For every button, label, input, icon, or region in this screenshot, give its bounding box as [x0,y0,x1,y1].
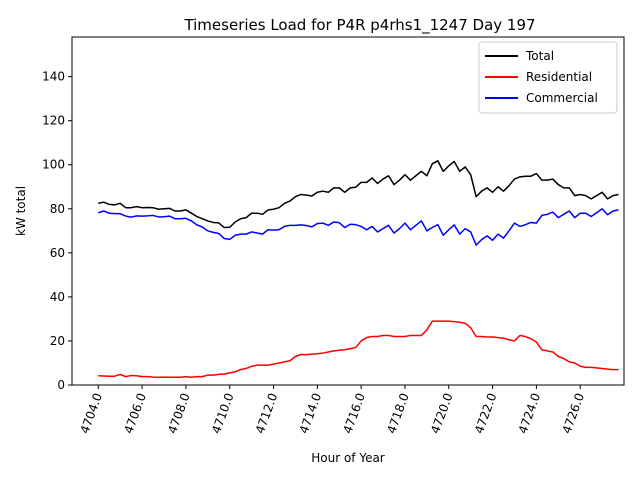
y-tick-label: 20 [50,334,65,348]
legend: Total Residential Commercial [478,41,618,114]
y-tick-label: 60 [50,246,65,260]
series-line-commercial [98,208,619,246]
legend-label-total: Total [525,49,554,63]
legend-label-residential: Residential [526,70,592,84]
y-tick-label: 0 [57,378,65,392]
y-tick-label: 40 [50,290,65,304]
y-tick-label: 80 [50,202,65,216]
legend-box [478,41,618,114]
y-tick-label: 120 [42,114,65,128]
series-line-total [98,160,619,229]
legend-label-commercial: Commercial [526,91,598,105]
y-tick-label: 100 [42,158,65,172]
series-layer [98,160,619,379]
y-axis-ticks: 0 20 40 60 80 100 120 140 [42,70,72,392]
y-tick-label: 140 [42,70,65,84]
series-line-residential [98,320,619,379]
chart-title: Timeseries Load for P4R p4rhs1_1247 Day … [183,16,535,35]
plot-frame [71,36,625,386]
y-axis-label: kW total [14,186,28,236]
x-axis-label: Hour of Year [311,451,385,465]
